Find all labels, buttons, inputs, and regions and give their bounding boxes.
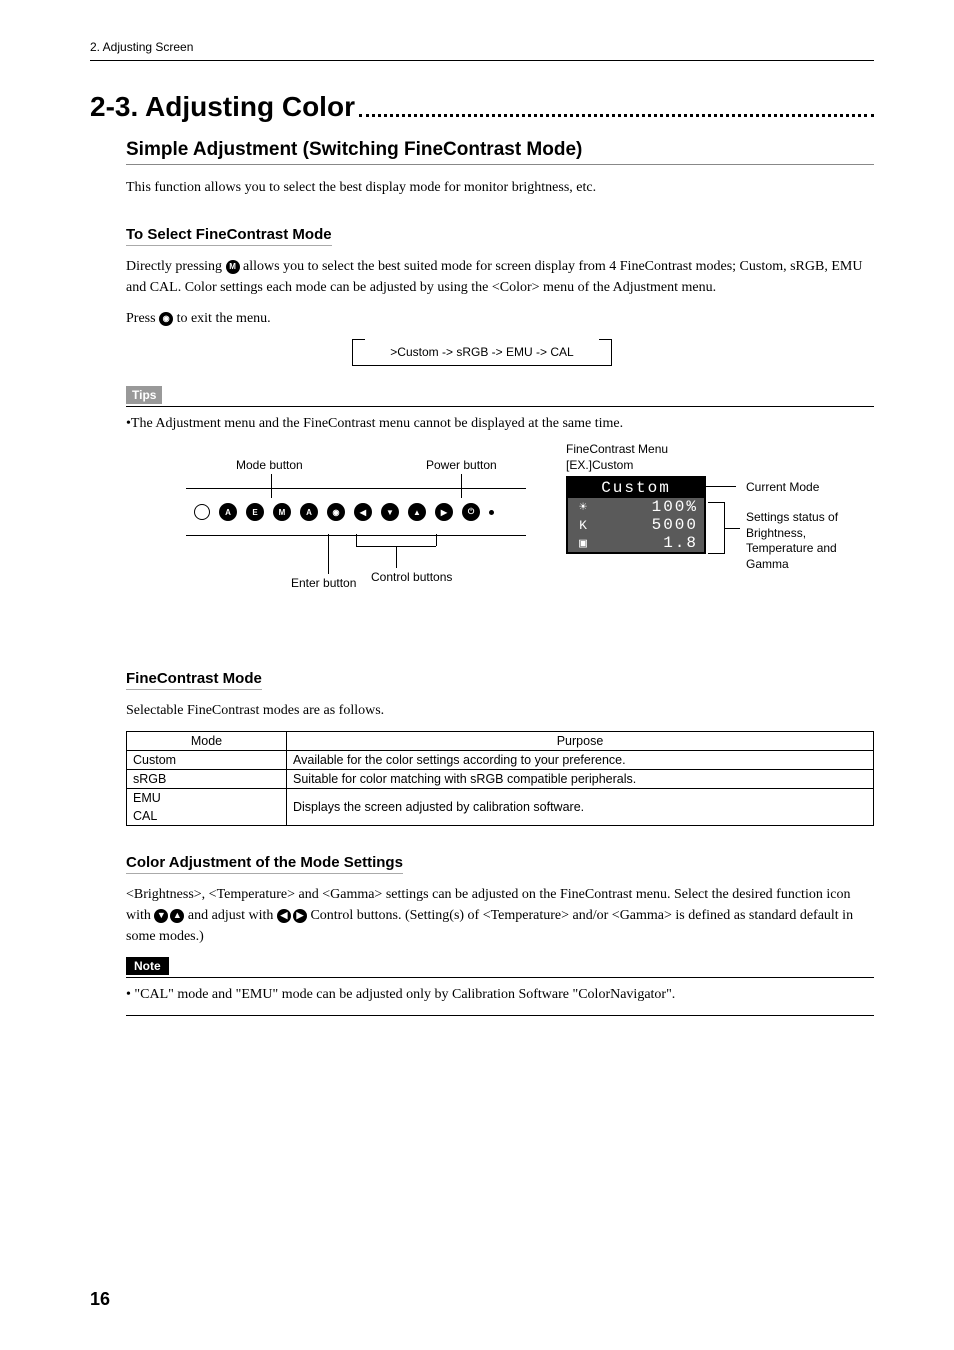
cell-mode: EMU xyxy=(127,789,287,808)
text: and adjust with xyxy=(188,908,277,923)
cell-mode: CAL xyxy=(127,807,287,826)
mode-button-label: Mode button xyxy=(236,458,303,472)
power-button-label: Power button xyxy=(426,458,497,472)
panel-button: M xyxy=(273,503,291,521)
note-badge: Note xyxy=(126,957,169,975)
control-buttons-label: Control buttons xyxy=(371,570,452,584)
table-row: EMU Displays the screen adjusted by cali… xyxy=(127,789,874,808)
gamma-icon: ▣ xyxy=(574,536,594,551)
callout-line xyxy=(708,553,724,554)
col-purpose: Purpose xyxy=(287,732,874,751)
text: Press xyxy=(126,311,159,326)
osd-value: 1.8 xyxy=(663,534,698,552)
text: to exit the menu. xyxy=(177,311,271,326)
panel-button: ◉ xyxy=(327,503,345,521)
mode-icon: M xyxy=(226,260,240,274)
osd-value: 100% xyxy=(652,498,698,516)
control-panel: A E M A ◉ ◀ ▼ ▲ ▶ ⏻ xyxy=(186,488,526,536)
note-text: • "CAL" mode and "EMU" mode can be adjus… xyxy=(126,984,874,1005)
select-paragraph-2: Press ◉ to exit the menu. xyxy=(126,308,874,329)
panel-button: ▲ xyxy=(408,503,426,521)
callout-line xyxy=(328,534,329,574)
cell-mode: Custom xyxy=(127,751,287,770)
left-icon: ◀ xyxy=(277,909,291,923)
heading-2: Simple Adjustment (Switching FineContras… xyxy=(126,139,874,165)
cell-purpose: Displays the screen adjusted by calibrat… xyxy=(287,789,874,826)
panel-button: ⏻ xyxy=(462,503,480,521)
mode-cycle-box: >Custom -> sRGB -> EMU -> CAL xyxy=(352,339,612,366)
osd-title-2: [EX.]Custom xyxy=(566,458,633,474)
osd-row: ☀ 100% xyxy=(568,498,704,516)
table-row: Custom Available for the color settings … xyxy=(127,751,874,770)
heading-finecontrast-mode: FineContrast Mode xyxy=(126,670,262,690)
panel-button: ▶ xyxy=(435,503,453,521)
up-icon: ▲ xyxy=(170,909,184,923)
note-rule-bottom xyxy=(126,1015,874,1016)
cell-purpose: Suitable for color matching with sRGB co… xyxy=(287,770,874,789)
heading-select-mode: To Select FineContrast Mode xyxy=(126,226,332,246)
callout-line xyxy=(356,534,357,546)
cell-purpose: Available for the color settings accordi… xyxy=(287,751,874,770)
tips-text: •The Adjustment menu and the FineContras… xyxy=(126,413,874,434)
modes-intro: Selectable FineContrast modes are as fol… xyxy=(126,700,874,721)
osd-title-1: FineContrast Menu xyxy=(566,442,668,458)
temperature-icon: K xyxy=(574,518,594,533)
osd-header: Custom xyxy=(568,478,704,498)
page-number: 16 xyxy=(90,1289,110,1310)
enter-icon: ◉ xyxy=(159,312,173,326)
up-down-icons: ▼▲ xyxy=(154,909,184,923)
coloradj-paragraph: <Brightness>, <Temperature> and <Gamma> … xyxy=(126,884,874,947)
panel-button: E xyxy=(246,503,264,521)
table-row: sRGB Suitable for color matching with sR… xyxy=(127,770,874,789)
heading-1: 2-3. Adjusting Color xyxy=(90,91,355,123)
header-rule xyxy=(90,60,874,61)
left-right-icons: ◀▶ xyxy=(277,909,307,923)
note-rule-top xyxy=(126,977,874,978)
down-icon: ▼ xyxy=(154,909,168,923)
modes-table: Mode Purpose Custom Available for the co… xyxy=(126,731,874,826)
button-diagram: Mode button Power button A E M A ◉ ◀ ▼ ▲… xyxy=(126,448,874,638)
osd-box: Custom ☀ 100% K 5000 ▣ 1.8 xyxy=(566,476,706,554)
annot-settings: Settings status of Brightness, Temperatu… xyxy=(746,510,876,572)
panel-button: ◀ xyxy=(354,503,372,521)
osd-value: 5000 xyxy=(652,516,698,534)
select-paragraph-1: Directly pressing M allows you to select… xyxy=(126,256,874,298)
right-icon: ▶ xyxy=(293,909,307,923)
intro-paragraph: This function allows you to select the b… xyxy=(126,177,874,198)
callout-line xyxy=(708,502,724,503)
running-header: 2. Adjusting Screen xyxy=(90,40,874,54)
dotted-leader xyxy=(359,114,874,117)
col-mode: Mode xyxy=(127,732,287,751)
brightness-icon: ☀ xyxy=(574,500,594,515)
tips-rule xyxy=(126,406,874,407)
panel-button: ▼ xyxy=(381,503,399,521)
osd-row: ▣ 1.8 xyxy=(568,534,704,552)
callout-line xyxy=(724,528,740,529)
annot-current-mode: Current Mode xyxy=(746,480,819,496)
text: Directly pressing xyxy=(126,259,226,274)
heading-color-adjustment: Color Adjustment of the Mode Settings xyxy=(126,854,403,874)
enter-button-label: Enter button xyxy=(291,576,356,590)
table-header-row: Mode Purpose xyxy=(127,732,874,751)
callout-line xyxy=(396,546,397,568)
panel-button: A xyxy=(300,503,318,521)
tips-badge: Tips xyxy=(126,386,162,404)
osd-row: K 5000 xyxy=(568,516,704,534)
cell-mode: sRGB xyxy=(127,770,287,789)
indicator-led xyxy=(194,504,210,520)
callout-line xyxy=(706,486,736,487)
indicator-dot xyxy=(489,510,494,515)
panel-button: A xyxy=(219,503,237,521)
callout-line xyxy=(436,534,437,546)
